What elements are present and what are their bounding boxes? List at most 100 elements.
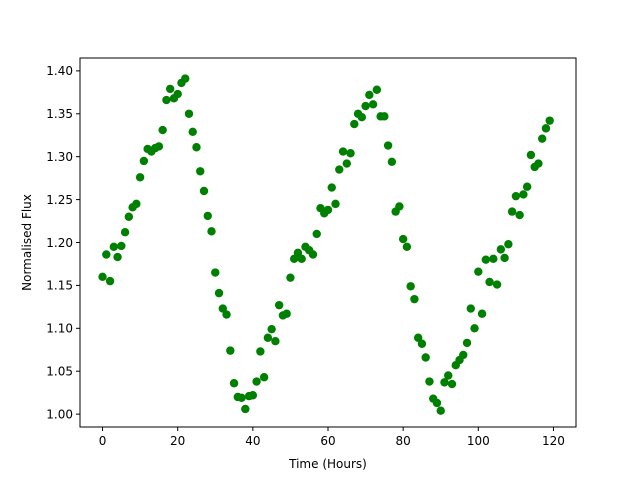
y-axis: 1.00 1.05 1.10 1.15 1.20 1.25 1.30 1.35 1.40 (46, 64, 80, 421)
data-point (500, 253, 509, 263)
x-tick-label: 40 (245, 434, 260, 448)
data-point (444, 371, 453, 380)
data-point (447, 379, 457, 389)
x-axis-label: Time (Hours) (288, 457, 367, 471)
x-tick-label: 100 (467, 434, 490, 448)
data-point (440, 378, 449, 387)
data-point (282, 309, 291, 318)
x-tick-label: 120 (542, 434, 565, 448)
data-point (214, 288, 224, 298)
data-point (507, 207, 517, 216)
x-tick-label: 80 (396, 434, 411, 448)
data-point (323, 205, 333, 215)
y-axis-label: Normalised Flux (20, 194, 34, 291)
data-point (109, 242, 119, 251)
data-point (526, 150, 536, 160)
y-tick-label: 1.20 (46, 236, 73, 250)
x-tick-label: 60 (320, 434, 335, 448)
data-point (342, 159, 351, 168)
y-tick-label: 1.05 (46, 365, 73, 379)
data-point (425, 377, 434, 386)
data-point (289, 254, 299, 263)
data-point (248, 391, 258, 400)
data-point (383, 141, 393, 150)
data-point (102, 250, 111, 259)
data-point (496, 245, 506, 254)
y-tick-label: 1.00 (46, 407, 73, 421)
data-point (387, 157, 397, 167)
data-point (421, 353, 430, 362)
data-point (519, 190, 528, 199)
data-point (338, 147, 348, 156)
data-point (398, 234, 408, 244)
data-point (241, 404, 250, 414)
data-point (293, 248, 303, 257)
data-point (154, 142, 164, 151)
data-point (466, 304, 475, 313)
data-point (402, 242, 412, 251)
data-point (522, 182, 532, 191)
data-point (158, 125, 167, 135)
data-point (139, 156, 149, 166)
data-point (229, 379, 239, 388)
data-point (211, 268, 220, 277)
data-point (267, 324, 276, 334)
data-point (252, 377, 261, 386)
data-point (132, 199, 141, 209)
data-point (259, 373, 269, 382)
data-point (545, 116, 554, 125)
data-point (365, 90, 374, 100)
data-point (274, 300, 284, 310)
data-point (120, 228, 130, 237)
data-point (162, 95, 171, 105)
data-points (98, 74, 554, 415)
data-point (372, 85, 382, 94)
data-point (188, 127, 197, 136)
data-point (165, 84, 175, 94)
data-point (286, 273, 295, 282)
data-point (410, 294, 419, 304)
data-point (541, 124, 551, 133)
data-point (368, 100, 378, 109)
x-tick-label: 20 (170, 434, 185, 448)
data-point (218, 304, 227, 313)
data-point (173, 89, 182, 99)
data-point (432, 398, 442, 408)
data-point (361, 101, 370, 111)
data-point (331, 199, 340, 209)
data-point (462, 338, 472, 348)
data-point (105, 276, 115, 286)
data-point (237, 393, 246, 403)
y-tick-label: 1.40 (46, 64, 73, 78)
data-point (534, 159, 543, 168)
data-point (406, 282, 415, 291)
data-point (226, 346, 235, 355)
data-point (511, 191, 521, 201)
data-point (395, 202, 404, 211)
y-tick-label: 1.10 (46, 322, 73, 336)
data-point (181, 74, 190, 83)
data-point (346, 149, 355, 158)
data-point (492, 280, 502, 289)
data-point (207, 227, 216, 236)
data-point (470, 324, 479, 333)
data-point (417, 339, 427, 348)
data-point (263, 333, 273, 342)
data-point (459, 350, 468, 360)
data-point (436, 406, 445, 415)
y-tick-label: 1.15 (46, 279, 73, 293)
data-point (515, 210, 524, 220)
data-point (271, 336, 280, 346)
data-point (335, 165, 344, 174)
y-tick-label: 1.35 (46, 107, 73, 121)
y-tick-label: 1.30 (46, 150, 73, 164)
data-point (504, 240, 513, 249)
data-point (199, 186, 209, 196)
data-point (184, 109, 194, 118)
data-point (124, 212, 134, 221)
data-point (192, 143, 201, 152)
data-point (222, 310, 231, 319)
data-point (312, 229, 321, 239)
